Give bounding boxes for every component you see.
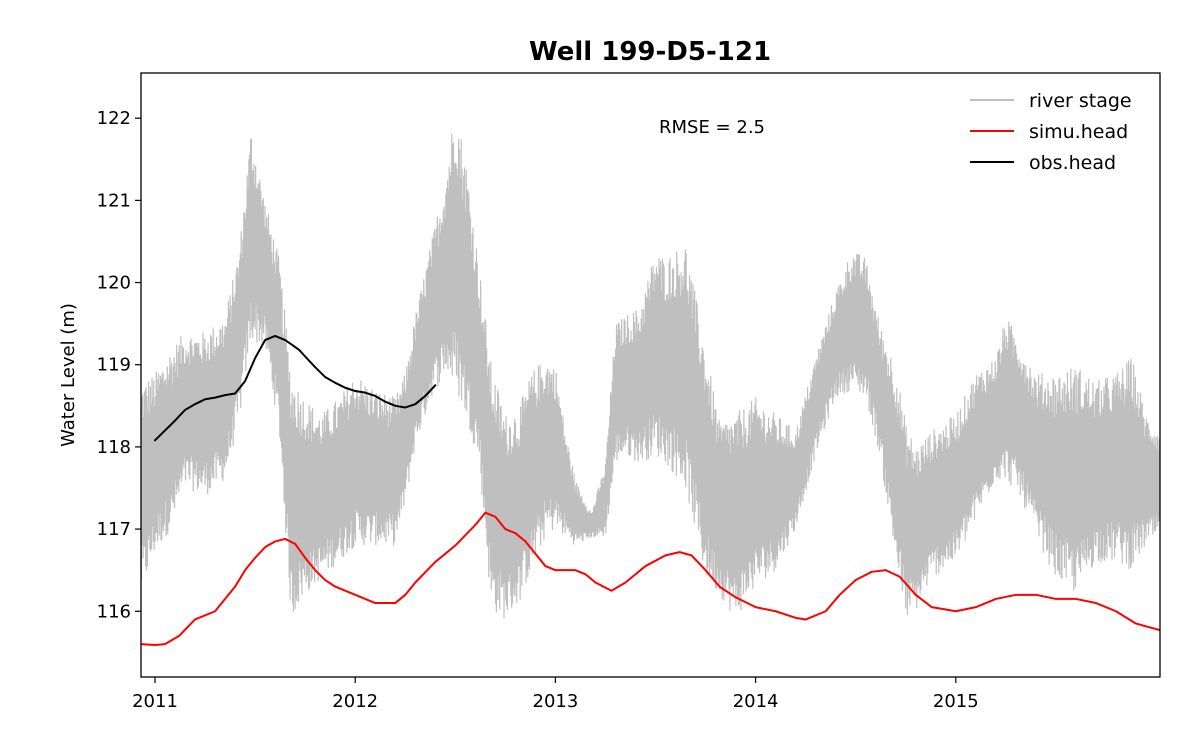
y-tick-label: 121 (97, 190, 131, 211)
x-tick-label: 2013 (533, 691, 579, 712)
legend-label-simu-head: simu.head (1029, 121, 1128, 143)
legend-label-river-stage: river stage (1029, 90, 1132, 112)
x-tick-label: 2014 (733, 691, 779, 712)
y-tick-label: 120 (97, 273, 131, 294)
x-tick-label: 2015 (933, 691, 979, 712)
plot-area (141, 133, 1160, 646)
legend-label-obs-head: obs.head (1029, 152, 1116, 174)
axis-ticks: 2011 2012 2013 2014 2015 116 117 118 119 120 121 12… (97, 108, 979, 712)
legend: river stage simu.head obs.head (970, 90, 1132, 174)
chart-title: Well 199-D5-121 (529, 37, 771, 67)
plot-frame (140, 72, 1161, 678)
y-tick-label: 119 (97, 355, 131, 376)
series-line-obs-head (154, 334, 437, 442)
y-tick-label: 118 (97, 437, 131, 458)
series-line-river-stage (141, 133, 1160, 619)
series-line-simu-head (141, 511, 1160, 646)
y-tick-label: 117 (97, 519, 131, 540)
x-tick-label: 2012 (332, 691, 378, 712)
y-tick-label: 122 (97, 108, 131, 129)
x-tick-label: 2011 (132, 691, 178, 712)
y-tick-label: 116 (97, 601, 131, 622)
rmse-annotation: RMSE = 2.5 (659, 117, 765, 138)
y-axis-label: Water Level (m) (58, 303, 79, 447)
